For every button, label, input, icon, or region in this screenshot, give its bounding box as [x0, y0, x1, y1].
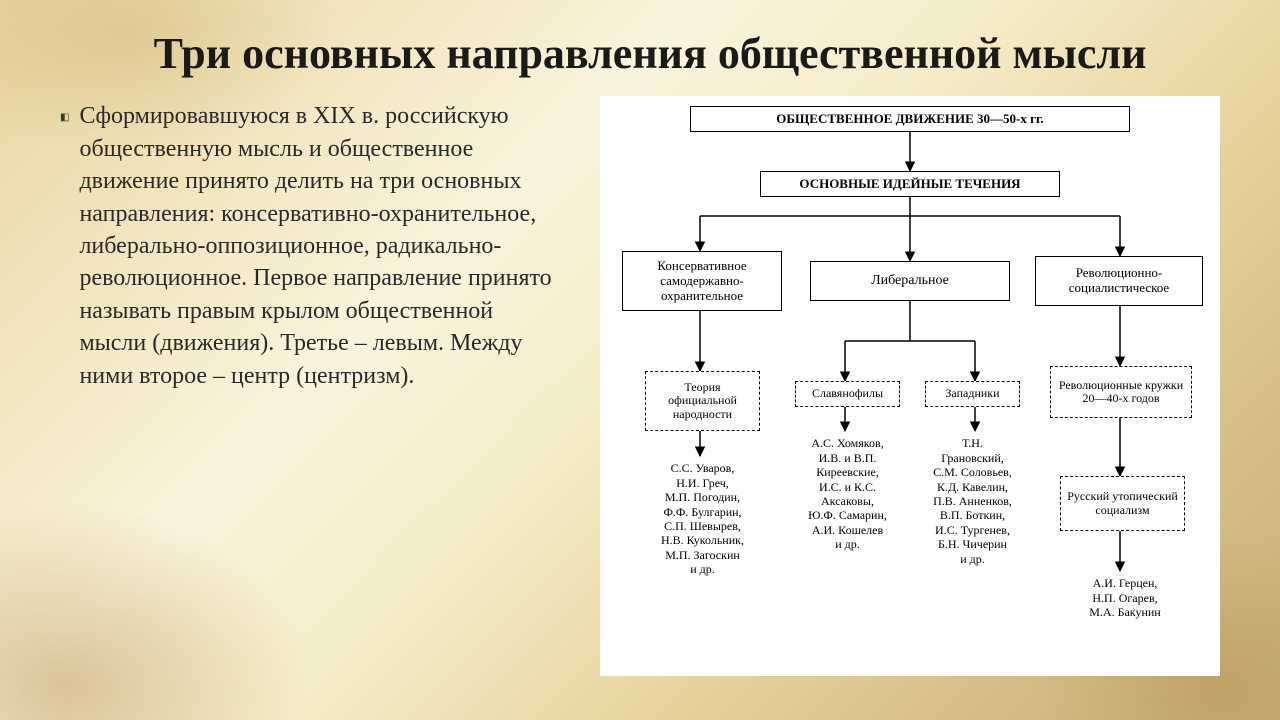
- node-root: ОБЩЕСТВЕННОЕ ДВИЖЕНИЕ 30—50-х гг.: [690, 106, 1130, 132]
- node-b2: Либеральное: [810, 261, 1010, 301]
- node-b1: Консервативное самодержавно-охранительно…: [622, 251, 782, 311]
- names-n4: А.И. Герцен,Н.П. Огарев,М.А. Бакунин: [1065, 576, 1185, 619]
- flowchart-diagram: ОБЩЕСТВЕННОЕ ДВИЖЕНИЕ 30—50-х гг. ОСНОВНЫ…: [600, 96, 1220, 676]
- bullet-item: ◧ Сформировавшуюся в XIX в. российскую о…: [60, 100, 560, 392]
- names-n3: Т.Н.Грановский,С.М. Соловьев,К.Д. Кавели…: [915, 436, 1030, 566]
- content-row: ◧ Сформировавшуюся в XIX в. российскую о…: [60, 96, 1240, 700]
- right-column: ОБЩЕСТВЕННОЕ ДВИЖЕНИЕ 30—50-х гг. ОСНОВНЫ…: [580, 96, 1240, 700]
- names-n2: А.С. Хомяков,И.В. и В.П.Киреевские,И.С. …: [790, 436, 905, 551]
- node-t4: Революционные кружки 20—40-х годов: [1050, 366, 1192, 418]
- node-t5: Русский утопический социализм: [1060, 476, 1185, 531]
- body-text: Сформировавшуюся в XIX в. российскую общ…: [79, 100, 560, 392]
- node-t2: Славянофилы: [795, 381, 900, 407]
- node-t3: Западники: [925, 381, 1020, 407]
- slide: Три основных направления общественной мы…: [0, 0, 1280, 720]
- node-b3: Революционно-социалистическое: [1035, 256, 1203, 306]
- node-t1: Теория официальной народности: [645, 371, 760, 431]
- names-n1: С.С. Уваров,Н.И. Греч,М.П. Погодин,Ф.Ф. …: [640, 461, 765, 576]
- node-main: ОСНОВНЫЕ ИДЕЙНЫЕ ТЕЧЕНИЯ: [760, 171, 1060, 197]
- bullet-icon: ◧: [60, 112, 69, 392]
- left-column: ◧ Сформировавшуюся в XIX в. российскую о…: [60, 96, 560, 700]
- slide-title: Три основных направления общественной мы…: [60, 30, 1240, 78]
